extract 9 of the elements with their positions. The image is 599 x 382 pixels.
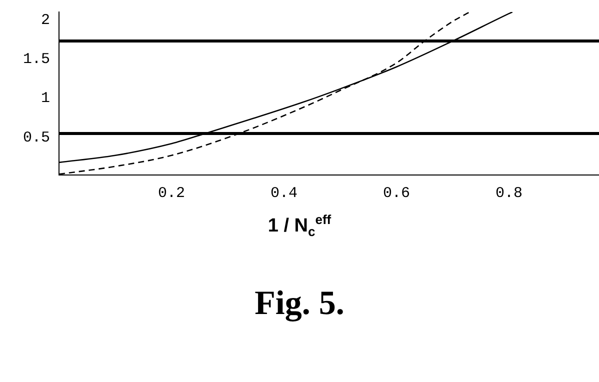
y-tick-label: 1 [40, 90, 50, 108]
x-tick-label: 0.6 [382, 184, 410, 202]
x-tick-label: 0.2 [158, 184, 186, 202]
y-tick-label: 1.5 [22, 50, 50, 68]
x-tick-label: 0.4 [270, 184, 298, 202]
y-tick-label: 2 [40, 12, 50, 29]
y-tick-label: 0.5 [22, 129, 50, 146]
x-tick-label: 0.8 [495, 184, 523, 202]
caption: Fig. 5. [254, 285, 346, 323]
